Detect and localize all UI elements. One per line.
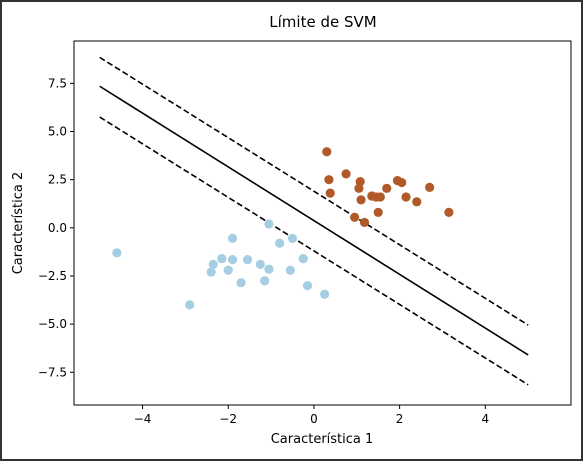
data-point-class-1 xyxy=(185,300,195,310)
data-point-class-1 xyxy=(206,267,216,277)
data-point-class-1 xyxy=(208,259,218,270)
y-tick-label: 0.0 xyxy=(48,221,67,235)
data-point-class-1 xyxy=(275,238,285,248)
x-axis-label: Característica 1 xyxy=(271,432,374,447)
data-point-class-2 xyxy=(350,212,360,222)
data-point-class-2 xyxy=(324,175,334,185)
data-point-class-1 xyxy=(302,280,313,291)
x-tick-label: 0 xyxy=(310,412,318,426)
margin-upper-line xyxy=(99,56,529,326)
data-point-class-2 xyxy=(401,192,411,202)
data-point-class-2 xyxy=(359,217,370,228)
y-tick-label: 7.5 xyxy=(48,76,67,90)
lines-layer xyxy=(99,56,529,386)
y-axis-label: Característica 2 xyxy=(11,172,26,275)
data-point-class-1 xyxy=(264,219,274,229)
margin-lower-line xyxy=(99,116,529,386)
data-point-class-2 xyxy=(325,188,335,198)
data-point-class-1 xyxy=(217,254,227,264)
points-layer xyxy=(112,147,454,310)
data-point-class-1 xyxy=(236,278,246,288)
data-point-class-1 xyxy=(227,233,238,244)
data-point-class-2 xyxy=(355,176,365,187)
y-tick-label: 2.5 xyxy=(48,173,67,187)
data-point-class-1 xyxy=(112,248,122,258)
data-point-class-2 xyxy=(412,197,422,207)
chart-title: Límite de SVM xyxy=(269,13,376,31)
data-point-class-2 xyxy=(373,207,383,218)
data-point-class-1 xyxy=(255,259,265,270)
data-point-class-2 xyxy=(397,177,407,188)
data-point-class-1 xyxy=(287,233,298,244)
data-point-class-1 xyxy=(242,254,253,265)
data-point-class-2 xyxy=(322,147,332,157)
data-point-class-1 xyxy=(298,254,308,264)
ticks-layer: −4 −2 0 2 4 −7.5 −5.0 −2.5 0.0 2.5 5.0 7.5 xyxy=(38,76,489,426)
decision-boundary-line xyxy=(99,85,529,356)
y-tick-label: −5.0 xyxy=(38,317,67,331)
y-tick-label: −7.5 xyxy=(38,365,67,379)
data-point-class-1 xyxy=(223,265,233,275)
x-tick-label: 2 xyxy=(396,412,404,426)
data-point-class-1 xyxy=(320,289,330,299)
y-tick-label: 5.0 xyxy=(48,125,67,139)
data-point-class-1 xyxy=(260,276,270,286)
data-point-class-1 xyxy=(227,254,238,265)
y-tick-label: −2.5 xyxy=(38,269,67,283)
x-tick-label: −4 xyxy=(134,412,152,426)
data-point-class-2 xyxy=(356,195,366,205)
x-tick-label: −2 xyxy=(219,412,237,426)
data-point-class-2 xyxy=(341,169,351,179)
data-point-class-2 xyxy=(382,183,392,193)
plot-frame xyxy=(73,40,572,406)
plot-area xyxy=(73,40,572,406)
data-point-class-2 xyxy=(375,192,385,202)
x-tick-label: 4 xyxy=(481,412,489,426)
data-point-class-1 xyxy=(285,265,295,275)
data-point-class-2 xyxy=(444,207,454,218)
data-point-class-1 xyxy=(264,264,274,274)
data-point-class-2 xyxy=(425,182,435,192)
